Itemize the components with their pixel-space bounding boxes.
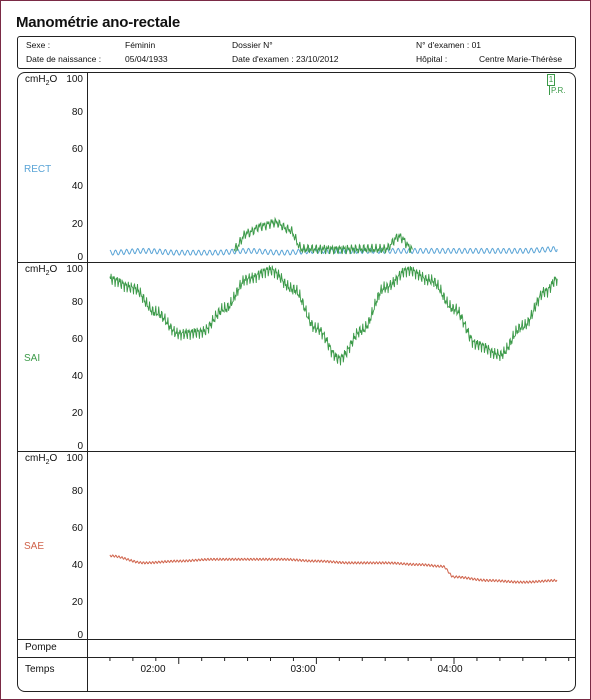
sai-tick-80: 80 bbox=[71, 297, 83, 308]
exam-number: N° d'examen : 01 bbox=[416, 40, 482, 50]
sae-tick-60: 60 bbox=[71, 523, 83, 534]
sae-tick-0: 0 bbox=[77, 630, 83, 641]
sae-channel-label: SAE bbox=[24, 541, 45, 552]
sai-channel-label: SAI bbox=[24, 353, 41, 364]
pump-row-label: Pompe bbox=[25, 642, 57, 653]
panel-divider-rect-sai bbox=[18, 262, 575, 263]
time-label-0300: 03:00 bbox=[290, 664, 316, 675]
panel-divider-pump-time bbox=[18, 657, 575, 658]
sai-unit-label: cmH2O bbox=[25, 264, 58, 277]
sae-unit-label: cmH2O bbox=[25, 453, 58, 466]
sai-tick-20: 20 bbox=[71, 408, 83, 419]
patient-info-panel: Sexe : Féminin Dossier N° N° d'examen : … bbox=[17, 36, 576, 69]
birth-value: 05/04/1933 bbox=[125, 54, 168, 64]
sai-tick-100: 100 bbox=[66, 264, 83, 275]
hospital-label: Hôpital : bbox=[416, 54, 448, 64]
birth-label: Date de naissance : bbox=[26, 54, 102, 64]
exam-date: Date d'examen : 23/10/2012 bbox=[232, 54, 339, 64]
sex-label: Sexe : bbox=[26, 40, 51, 50]
rect-tick-100: 100 bbox=[66, 74, 83, 85]
event-marker-box: 1 bbox=[547, 74, 555, 86]
trace-sai bbox=[109, 265, 558, 366]
rect-tick-20: 20 bbox=[71, 219, 83, 230]
sex-value: Féminin bbox=[125, 40, 156, 50]
sai-tick-0: 0 bbox=[77, 441, 83, 452]
sai-tick-60: 60 bbox=[71, 334, 83, 345]
panel-divider-sai-sae bbox=[18, 451, 575, 452]
time-label-0400: 04:00 bbox=[437, 664, 463, 675]
trace-rect-p-r bbox=[233, 216, 413, 255]
rect-tick-80: 80 bbox=[71, 107, 83, 118]
rect-tick-0: 0 bbox=[77, 252, 83, 263]
event-marker-label: P.R. bbox=[549, 86, 566, 95]
time-label-0200: 02:00 bbox=[140, 664, 166, 675]
hospital-value: Centre Marie-Thérèse bbox=[479, 54, 563, 64]
dossier-label: Dossier N° bbox=[232, 40, 273, 50]
page-title: Manométrie ano-rectale bbox=[16, 14, 180, 31]
rect-tick-40: 40 bbox=[71, 181, 83, 192]
rect-tick-60: 60 bbox=[71, 144, 83, 155]
sai-tick-40: 40 bbox=[71, 371, 83, 382]
panel-divider-sae-pump bbox=[18, 639, 575, 640]
rect-channel-label: RECT bbox=[24, 164, 52, 175]
trace-sae bbox=[109, 554, 558, 584]
sae-tick-80: 80 bbox=[71, 486, 83, 497]
chart-area: cmH2O RECT 100 80 60 40 20 0 1 P.R. cmH2… bbox=[17, 72, 576, 692]
axis-divider bbox=[87, 73, 88, 691]
traces-svg bbox=[109, 216, 570, 664]
time-row-label: Temps bbox=[25, 664, 55, 675]
sae-tick-100: 100 bbox=[66, 453, 83, 464]
sae-tick-40: 40 bbox=[71, 560, 83, 571]
sae-tick-20: 20 bbox=[71, 597, 83, 608]
rect-unit-label: cmH2O bbox=[25, 74, 58, 87]
